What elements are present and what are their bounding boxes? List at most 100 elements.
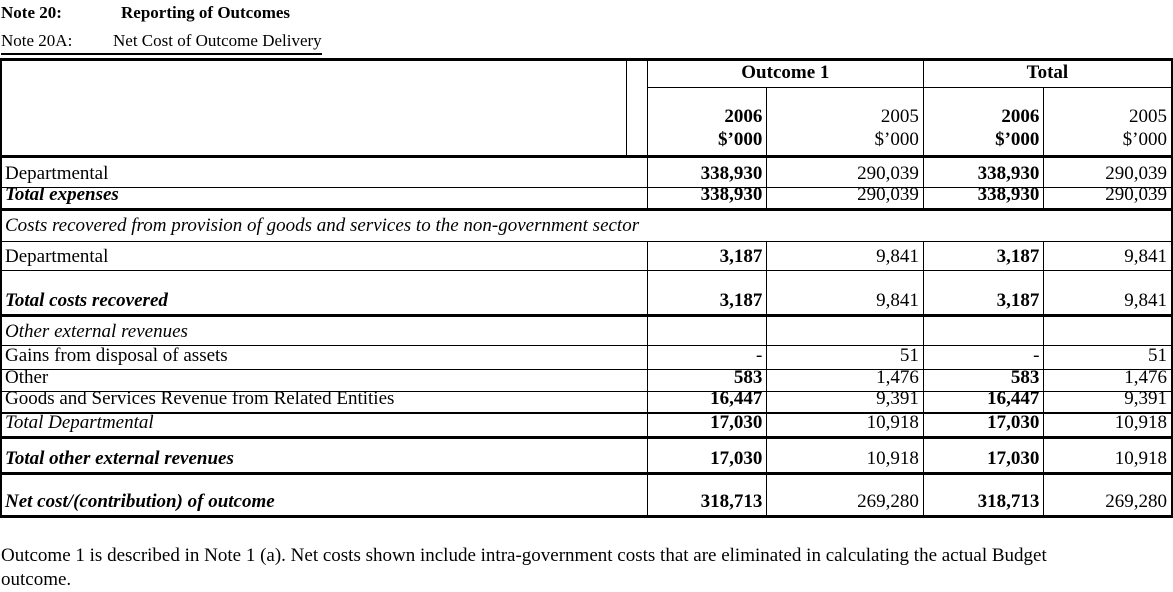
value-total-2005: 10,918	[1114, 448, 1167, 469]
note-subtitle-text: Net Cost of Outcome Delivery	[113, 31, 322, 50]
value-total-2005: 9,391	[1124, 392, 1167, 409]
value-outcome1-2005: 9,841	[767, 271, 924, 314]
table-row-total-other-external-revenues: Total other external revenues 17,030 10,…	[2, 439, 1171, 475]
value-outcome1-2006: 318,713	[648, 475, 768, 515]
row-label: Total costs recovered	[2, 271, 648, 314]
value-total-2005: 9,841	[1124, 290, 1167, 311]
group-header-gap-column	[627, 61, 648, 88]
table-row-total-costs-recovered: Total costs recovered 3,187 9,841 3,187 …	[2, 271, 1171, 317]
footnote-line-1: Outcome 1 is described in Note 1 (a). Ne…	[1, 545, 1047, 566]
year-label: 2005	[880, 105, 919, 127]
subheader-label-spacer	[2, 88, 627, 155]
value-total-2005: 10,918	[1114, 414, 1167, 433]
value-outcome1-2006: 17,030	[648, 439, 768, 472]
note-title-text: Reporting of Outcomes	[121, 3, 291, 22]
column-group-outcome-1: Outcome 1	[647, 61, 924, 88]
subheader-total-2006: 2006 $’000	[924, 88, 1045, 155]
value-outcome1-2005: 9,841	[767, 242, 924, 270]
value-outcome1-2005: 10,918	[767, 414, 924, 436]
row-label: Total other external revenues	[2, 439, 648, 472]
unit-label: $’000	[874, 129, 919, 151]
subheader-total-2005: 2005 $’000	[1044, 88, 1171, 155]
value-outcome1-2005: 290,039	[767, 158, 924, 187]
value-outcome1-2005: 51	[767, 346, 924, 369]
net-cost-of-outcome-table: Outcome 1 Total 2006 $’000 2005 $’000 2006…	[0, 58, 1173, 518]
value-outcome1-2005: 269,280	[767, 475, 924, 515]
row-label: Total expenses	[2, 188, 648, 208]
row-label: Goods and Services Revenue from Related …	[2, 392, 648, 412]
table-row-departmental-costs-recovered: Departmental 3,187 9,841 3,187 9,841	[2, 242, 1171, 271]
year-label: 2005	[1129, 105, 1167, 127]
value-total-2006: 338,930	[924, 188, 1045, 208]
table-row-total-expenses: Total expenses 338,930 290,039 338,930 2…	[2, 188, 1171, 211]
subheader-outcome1-2005: 2005 $’000	[767, 88, 924, 155]
value-total-2005: 269,280	[1105, 491, 1167, 512]
table-footnote: Outcome 1 is described in Note 1 (a). Ne…	[1, 544, 1172, 592]
group-header-label-spacer	[2, 61, 627, 88]
value-total-2006	[924, 317, 1045, 345]
column-group-total: Total	[923, 61, 1172, 88]
row-label: Departmental	[2, 242, 648, 270]
unit-label: $’000	[1122, 129, 1167, 151]
value-outcome1-2006: 16,447	[648, 392, 768, 412]
value-outcome1-2006: 3,187	[648, 242, 768, 270]
table-row-gains-from-disposal: Gains from disposal of assets - 51 - 51	[2, 346, 1171, 370]
value-outcome1-2005: 290,039	[767, 188, 924, 208]
year-label: 2006	[1001, 105, 1040, 127]
table-row-net-cost-of-outcome: Net cost/(contribution) of outcome 318,7…	[2, 475, 1171, 515]
value-total-2006: 3,187	[924, 242, 1045, 270]
footnote-line-2: outcome.	[1, 569, 72, 590]
value-total-2005: 290,039	[1105, 188, 1167, 205]
value-outcome1-2006: 3,187	[648, 271, 768, 314]
unit-label: $’000	[718, 129, 763, 151]
year-label: 2006	[724, 105, 763, 127]
value-total-2006: 16,447	[924, 392, 1045, 412]
table-row-goods-services-revenue: Goods and Services Revenue from Related …	[2, 392, 1171, 414]
value-total-2006: 583	[924, 370, 1045, 391]
table-row-other-external-revenues-section: Other external revenues	[2, 317, 1171, 346]
value-outcome1-2006: -	[648, 346, 768, 369]
note-subtitle-underlined: Note 20A: Net Cost of Outcome Delivery	[1, 31, 322, 55]
table-group-header-row: Outcome 1 Total	[2, 61, 1172, 88]
value-outcome1-2006: 17,030	[648, 414, 768, 436]
note-subtitle: Note 20A: Net Cost of Outcome Delivery	[1, 31, 322, 55]
value-total-2006: -	[924, 346, 1045, 369]
value-total-2005: 9,841	[1124, 246, 1167, 267]
subheader-outcome1-2006: 2006 $’000	[648, 88, 768, 155]
value-total-2006: 3,187	[924, 271, 1045, 314]
table-subheader-row: 2006 $’000 2005 $’000 2006 $’000 2005 $’000	[2, 88, 1171, 158]
value-total-2005	[1044, 317, 1171, 345]
section-label: Other external revenues	[2, 317, 648, 345]
row-label: Gains from disposal of assets	[2, 346, 648, 369]
unit-label: $’000	[995, 129, 1040, 151]
value-outcome1-2005: 10,918	[767, 439, 924, 472]
note-subtitle-number: Note 20A:	[1, 31, 73, 50]
value-outcome1-2005	[767, 317, 924, 345]
row-label: Total Departmental	[2, 414, 648, 436]
note-title: Note 20: Reporting of Outcomes	[1, 3, 290, 23]
value-outcome1-2005: 9,391	[767, 392, 924, 412]
table-row-costs-recovered-section: Costs recovered from provision of goods …	[2, 211, 1171, 242]
value-total-2005: 290,039	[1105, 163, 1167, 184]
row-label: Other	[2, 370, 648, 391]
value-total-2006: 17,030	[924, 414, 1045, 436]
value-outcome1-2006: 583	[648, 370, 768, 391]
value-total-2006: 17,030	[924, 439, 1045, 472]
row-label: Net cost/(contribution) of outcome	[2, 475, 648, 515]
row-label: Departmental	[2, 158, 648, 187]
value-total-2006: 338,930	[924, 158, 1045, 187]
value-outcome1-2006: 338,930	[648, 188, 768, 208]
section-label: Costs recovered from provision of goods …	[5, 215, 640, 236]
value-outcome1-2006: 338,930	[648, 158, 768, 187]
subheader-gap-column	[627, 88, 648, 155]
table-row-total-departmental: Total Departmental 17,030 10,918 17,030 …	[2, 414, 1171, 439]
table-row-departmental-expenses: Departmental 338,930 290,039 338,930 290…	[2, 158, 1171, 188]
table-row-other: Other 583 1,476 583 1,476	[2, 370, 1171, 392]
value-outcome1-2005: 1,476	[767, 370, 924, 391]
note-title-number: Note 20:	[1, 3, 62, 22]
value-total-2005: 51	[1148, 346, 1167, 366]
value-outcome1-2006	[648, 317, 768, 345]
value-total-2005: 1,476	[1124, 370, 1167, 388]
value-total-2006: 318,713	[924, 475, 1045, 515]
